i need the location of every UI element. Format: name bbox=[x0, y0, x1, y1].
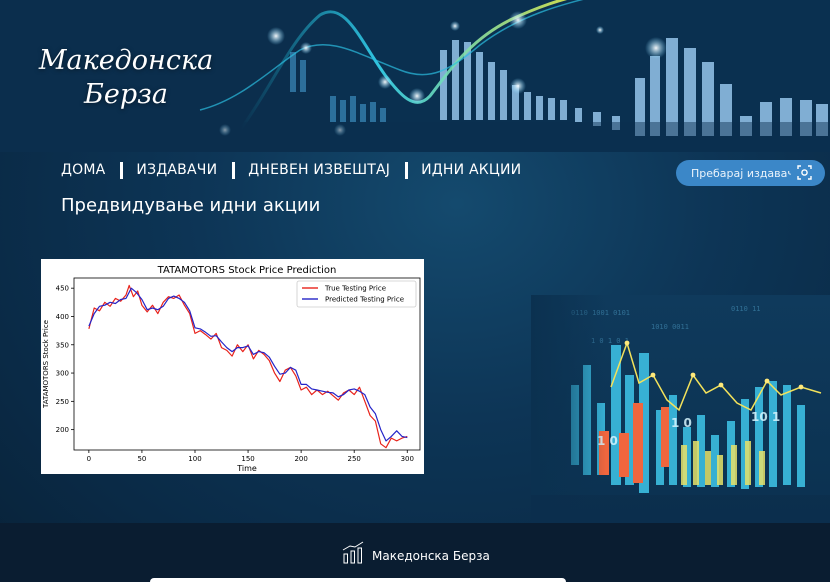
legend-label-true: True Testing Price bbox=[324, 285, 386, 293]
series-line-true-price bbox=[88, 284, 408, 449]
logo-line-1: Македонска bbox=[38, 45, 214, 76]
x-tick-label: 50 bbox=[137, 455, 146, 463]
footer-brand[interactable]: Македонска Берза bbox=[342, 541, 490, 565]
plot-frame bbox=[73, 277, 421, 451]
nav-divider bbox=[405, 161, 409, 179]
x-tick-label: 0 bbox=[87, 455, 91, 463]
x-axis-label: Time bbox=[236, 464, 257, 473]
chart-canvas: TATAMOTORS Stock Price Prediction 0 50 100… bbox=[42, 265, 421, 473]
nav-item-home[interactable]: ДОМА bbox=[61, 162, 106, 178]
footer-bottom-bar bbox=[150, 578, 566, 582]
x-tick-label: 200 bbox=[294, 455, 307, 463]
x-tick-label: 100 bbox=[188, 455, 201, 463]
site-logo-title[interactable]: Македонска Берза bbox=[38, 44, 214, 112]
axis-ticks: 0 50 100 150 200 250 300 200 250 300 350 400 450 bbox=[56, 285, 414, 463]
y-tick-label: 400 bbox=[56, 313, 69, 321]
y-tick-label: 300 bbox=[56, 370, 69, 378]
y-tick-label: 200 bbox=[56, 426, 69, 434]
search-icon[interactable] bbox=[797, 165, 812, 180]
y-tick-label: 250 bbox=[56, 398, 69, 406]
hero-banner: Македонска Берза bbox=[0, 0, 830, 152]
legend-label-predicted: Predicted Testing Price bbox=[325, 296, 404, 304]
search-input[interactable] bbox=[691, 166, 791, 180]
bar-chart-logo-icon bbox=[342, 541, 364, 564]
chart-title: TATAMOTORS Stock Price Prediction bbox=[157, 265, 337, 276]
hero-chart-illustration bbox=[0, 0, 830, 152]
logo-line-2: Берза bbox=[84, 79, 168, 110]
search-box[interactable] bbox=[676, 160, 825, 186]
x-tick-label: 300 bbox=[401, 455, 414, 463]
page-title: Предвидување идни акции bbox=[61, 195, 321, 216]
nav-divider bbox=[232, 161, 236, 179]
footer-brand-text: Македонска Берза bbox=[372, 549, 490, 563]
x-tick-label: 150 bbox=[241, 455, 254, 463]
stock-prediction-chart: TATAMOTORS Stock Price Prediction 0 50 100… bbox=[41, 259, 424, 474]
y-tick-label: 450 bbox=[56, 285, 69, 293]
main-nav: ДОМА ИЗДАВАЧИ ДНЕВЕН ИЗВЕШТАЈ ИДНИ АКЦИИ bbox=[61, 160, 521, 180]
nav-item-future-stocks[interactable]: ИДНИ АКЦИИ bbox=[421, 162, 522, 178]
footer bbox=[0, 523, 830, 582]
chart-legend: True Testing Price Predicted Testing Pri… bbox=[296, 280, 417, 308]
nav-item-daily-report[interactable]: ДНЕВЕН ИЗВЕШТАЈ bbox=[248, 162, 391, 178]
series-line-predicted-price bbox=[88, 287, 408, 442]
y-axis-label: TATAMOTORS Stock Price bbox=[42, 320, 50, 409]
series-lines bbox=[88, 284, 408, 449]
y-tick-label: 350 bbox=[56, 341, 69, 349]
x-tick-label: 250 bbox=[348, 455, 361, 463]
nav-item-issuers[interactable]: ИЗДАВАЧИ bbox=[136, 162, 218, 178]
nav-divider bbox=[120, 161, 124, 179]
